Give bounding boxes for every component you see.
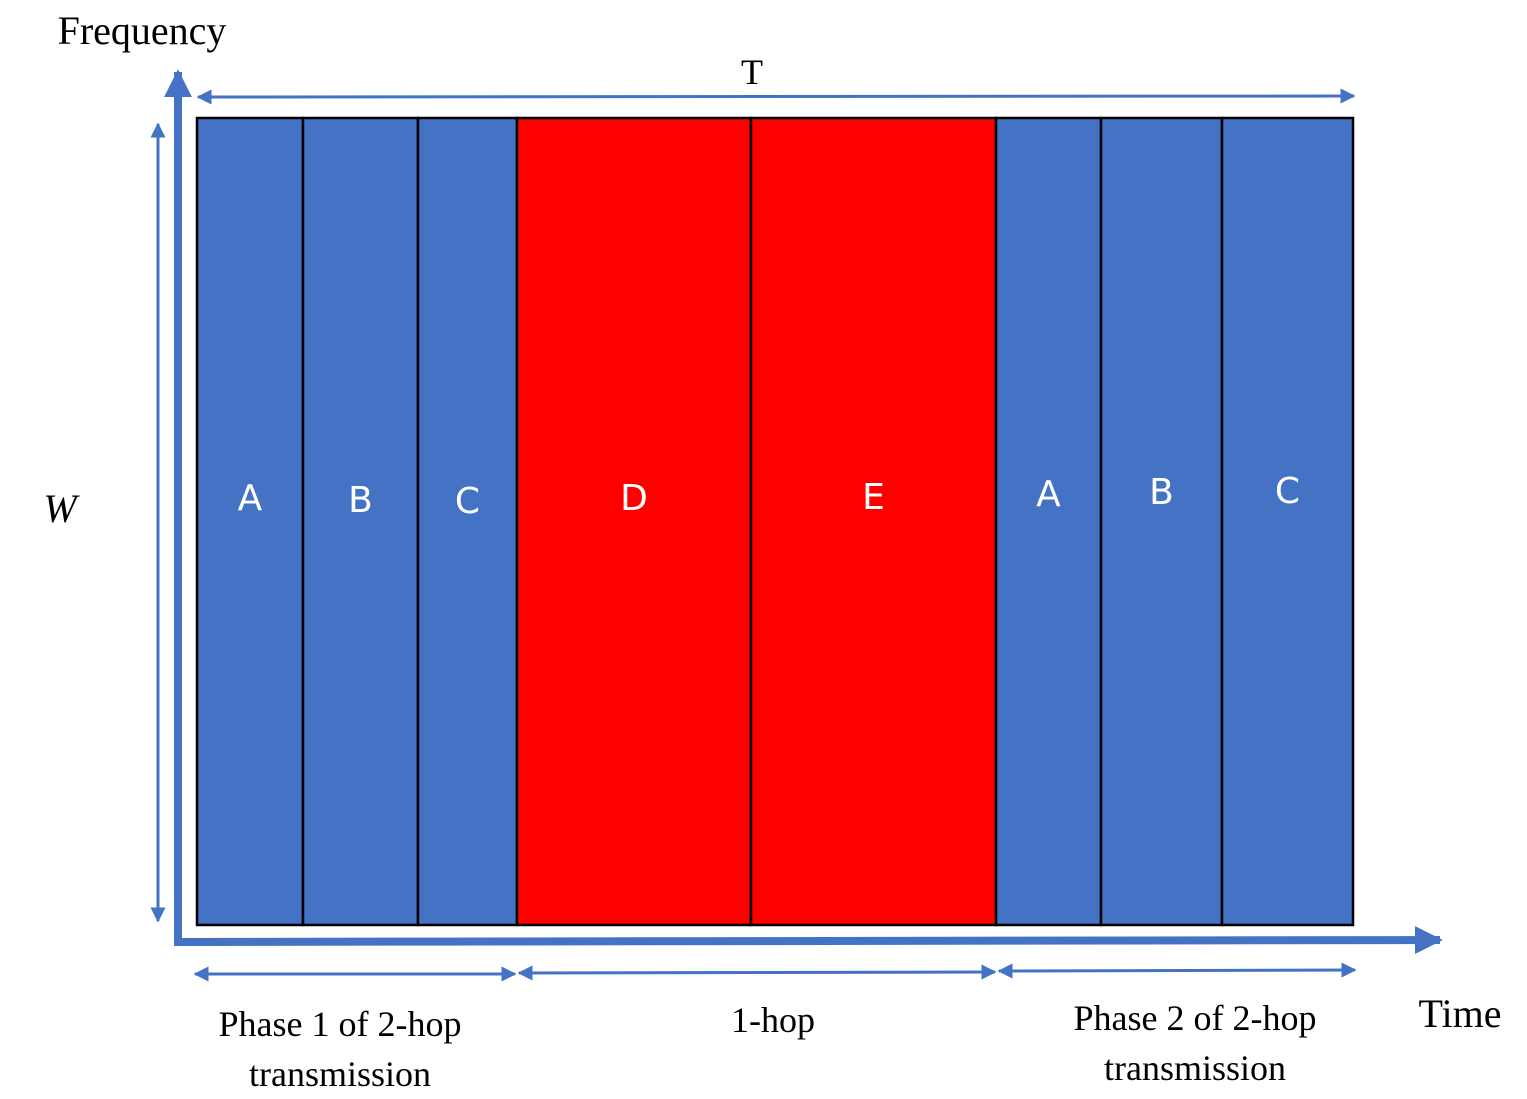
phase2-label-line1: Phase 2 of 2-hop	[1074, 998, 1317, 1038]
block-c	[416, 116, 519, 927]
one-hop-arrow	[517, 964, 997, 981]
block-label: B	[1149, 472, 1174, 513]
block-label: C	[1275, 471, 1300, 512]
duration-arrow	[196, 88, 1356, 105]
phase2-arrow	[997, 962, 1357, 979]
phase1-label-line1: Phase 1 of 2-hop	[219, 1004, 462, 1044]
block-label: A	[1036, 474, 1061, 515]
x-axis-label: Time	[1418, 991, 1501, 1036]
block-label: C	[455, 481, 480, 522]
block-label: D	[620, 478, 648, 519]
one-hop-label: 1-hop	[731, 1000, 815, 1040]
block-e	[749, 116, 998, 927]
y-axis-label: Frequency	[58, 8, 227, 53]
block-b	[301, 116, 420, 927]
block-d	[515, 116, 753, 927]
bandwidth-label: W	[43, 486, 80, 531]
block-a	[195, 116, 305, 927]
x-axis	[173, 926, 1443, 955]
phase2-label-line2: transmission	[1104, 1048, 1286, 1088]
block-a	[994, 116, 1103, 927]
block-label: E	[862, 477, 885, 518]
phase1-label-line2: transmission	[249, 1054, 431, 1094]
block-c	[1220, 116, 1355, 927]
block-label: A	[238, 478, 263, 519]
block-label: B	[348, 480, 373, 521]
duration-label: T	[741, 52, 763, 92]
block-b	[1099, 116, 1224, 927]
